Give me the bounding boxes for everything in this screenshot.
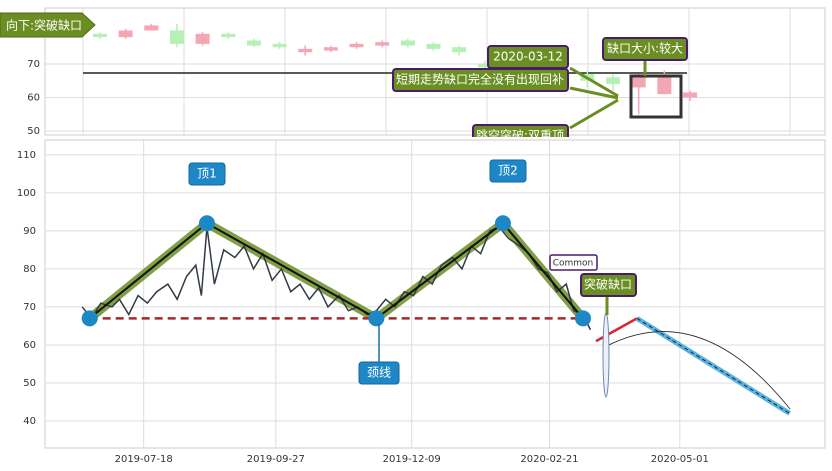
vertical-grid — [82, 8, 791, 135]
x-tick-label: 2020-02-21 — [520, 454, 578, 465]
pivot — [574, 310, 591, 327]
candle-body — [272, 43, 287, 48]
pattern-line — [89, 221, 584, 320]
annotation: 向下:突破缺口 — [6, 18, 82, 33]
candle-body — [246, 40, 261, 46]
candle-body — [477, 63, 492, 68]
pointer — [569, 98, 619, 130]
y-tick-label: 50 — [27, 126, 40, 137]
annotation: 颈线 — [367, 366, 391, 380]
annotation: 缺口大小:较大 — [607, 41, 683, 56]
y-tick-label: 60 — [27, 92, 40, 103]
pattern-band — [86, 217, 587, 324]
marks: 50 60 70 — [27, 23, 825, 137]
y-tick-label: 100 — [17, 188, 36, 199]
price-panel: 40 50 60 70 80 90 100 110 2019-07-18 2019-09-27 20… — [17, 139, 826, 465]
arc — [604, 331, 791, 410]
y-tick-label: 90 — [23, 226, 36, 237]
annotation-box — [358, 361, 400, 385]
annotation: 跳空突破:双重顶 — [476, 128, 564, 138]
projection-rise — [595, 317, 638, 343]
pivot — [494, 215, 511, 232]
annotation-box — [602, 37, 688, 61]
candle-body — [323, 47, 338, 51]
candle-body — [657, 75, 672, 95]
candle-body — [452, 47, 467, 53]
candle-body — [169, 30, 184, 44]
annotation: 顶2 — [498, 164, 518, 178]
pivot — [198, 215, 215, 232]
price-line — [81, 226, 592, 331]
x-tick-label: 2019-07-18 — [115, 454, 173, 465]
candle-body — [93, 33, 107, 38]
candle-body — [298, 48, 313, 53]
panel-frame — [44, 7, 826, 136]
candle-body — [349, 43, 364, 48]
x-tick-label: 2019-12-09 — [383, 454, 441, 465]
gap-panel: 50 60 70 向下:突破缺口 2020-03-12 短期走势缺口完全没有出现回补… — [0, 7, 826, 138]
marks: 40 50 60 70 80 90 100 110 2019-07-18 2019-09-27 20… — [17, 140, 825, 465]
pivot — [81, 310, 98, 327]
y-tick-label: 110 — [17, 150, 36, 161]
annotation: 突破缺口 — [584, 277, 632, 292]
candle-body — [400, 40, 415, 46]
y-tick-label: 80 — [23, 264, 36, 275]
annotation-box — [549, 254, 598, 271]
annotation-box — [580, 273, 637, 297]
panel-frame — [44, 139, 826, 449]
y-tick-label: 60 — [23, 340, 36, 351]
annotation: 短期走势缺口完全没有出现回补 — [396, 72, 564, 87]
y-tick-label: 50 — [23, 378, 36, 389]
gap-box — [629, 74, 683, 119]
candle-body — [683, 92, 697, 98]
annotation: 2020-03-12 — [493, 50, 563, 64]
pointer — [569, 66, 619, 98]
annotation-box — [472, 124, 569, 137]
annotation: Common — [553, 259, 594, 269]
y-tick-label: 70 — [23, 302, 36, 313]
candle-body — [631, 77, 646, 88]
candle-body — [118, 30, 133, 38]
gap-marker — [602, 312, 610, 398]
y-tick-label: 70 — [27, 59, 40, 70]
y-tick-label: 40 — [23, 416, 36, 427]
projection-fall-core — [636, 317, 790, 414]
annotation-box — [188, 162, 226, 186]
candle-body — [221, 33, 236, 38]
annotation: 顶1 — [197, 167, 217, 181]
pointer — [569, 86, 619, 100]
candle-body — [375, 42, 390, 46]
candle-body — [195, 33, 210, 44]
arrow-label — [0, 12, 96, 38]
annotation-box — [392, 68, 569, 92]
annotation-box — [489, 159, 527, 183]
candle-body — [426, 43, 441, 49]
candle-body — [144, 25, 159, 31]
x-tick-label: 2020-05-01 — [651, 454, 709, 465]
candle-body — [606, 77, 621, 85]
x-tick-label: 2019-09-27 — [247, 454, 305, 465]
projection-fall — [635, 316, 791, 416]
pivot — [368, 310, 385, 327]
